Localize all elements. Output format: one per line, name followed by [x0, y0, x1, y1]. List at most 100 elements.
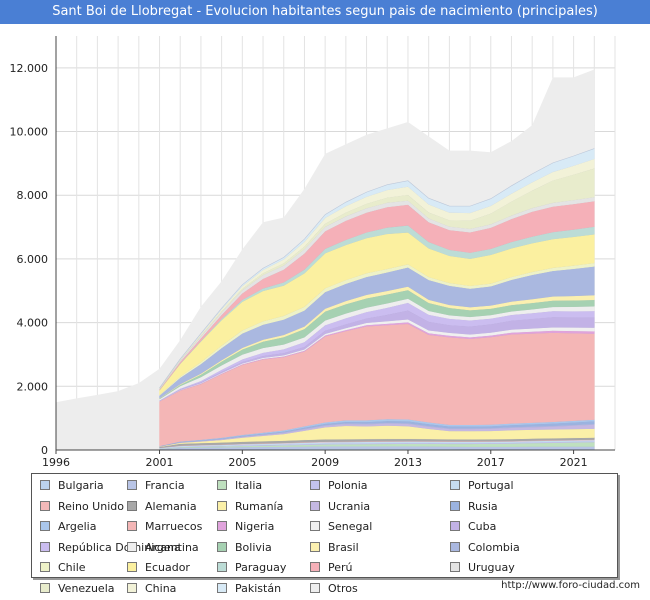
legend-item: República Dominicana — [40, 541, 181, 555]
legend-swatch — [450, 480, 460, 490]
legend-label: República Dominicana — [58, 540, 181, 554]
legend-label: Portugal — [468, 479, 514, 492]
y-tick-label: 8.000 — [17, 189, 49, 202]
legend-item: China — [127, 582, 176, 596]
x-tick-label: 1996 — [42, 456, 70, 469]
legend-swatch — [310, 500, 320, 511]
x-tick-label: 2013 — [394, 456, 422, 469]
x-tick-label: 2017 — [477, 456, 505, 469]
legend-label: Perú — [328, 561, 353, 574]
legend-swatch — [127, 500, 137, 511]
legend-label: Brasil — [328, 540, 359, 554]
legend-item: Reino Unido — [40, 500, 124, 514]
legend-item: Paraguay — [217, 561, 286, 575]
legend-label: Ucrania — [328, 499, 371, 513]
legend-item: Rumanía — [217, 500, 283, 514]
legend-item: Otros — [310, 582, 358, 596]
legend-swatch — [450, 562, 460, 572]
legend-item: Italia — [217, 479, 262, 493]
legend-label: Alemania — [145, 499, 197, 513]
source-url[interactable]: http://www.foro-ciudad.com — [501, 580, 640, 591]
axes: 0 2.000 4.000 6.000 8.000 10.000 12.000 1996 200… — [10, 36, 615, 469]
legend-item: Francia — [127, 479, 185, 493]
legend-label: Argentina — [145, 540, 199, 554]
legend-item: Argelia — [40, 520, 96, 534]
legend-label: Bolivia — [235, 540, 272, 554]
legend-swatch — [310, 562, 320, 572]
legend-label: Argelia — [58, 520, 97, 533]
legend-item: Cuba — [450, 520, 496, 534]
legend-swatch — [40, 500, 50, 511]
legend-label: Polonia — [328, 479, 368, 492]
legend-item: Colombia — [450, 541, 520, 555]
legend-swatch — [310, 480, 320, 490]
legend-swatch — [127, 541, 137, 552]
legend-swatch — [217, 521, 227, 531]
legend-swatch — [40, 521, 50, 531]
legend-label: Ecuador — [145, 561, 190, 574]
legend-item: Ucrania — [310, 500, 370, 514]
legend-item: Senegal — [310, 520, 372, 534]
legend-label: Rumanía — [235, 499, 284, 513]
legend-swatch — [217, 582, 227, 593]
y-tick-label: 10.000 — [10, 126, 49, 139]
legend-label: Colombia — [468, 540, 520, 554]
legend-label: Chile — [58, 561, 86, 574]
legend-label: Marruecos — [145, 520, 203, 533]
legend-item: Polonia — [310, 479, 368, 493]
legend-swatch — [40, 582, 50, 593]
legend-label: Venezuela — [58, 581, 115, 595]
y-tick-label: 2.000 — [17, 380, 49, 393]
legend-label: Bulgaria — [58, 479, 104, 492]
legend-label: Cuba — [468, 520, 497, 533]
legend-label: Uruguay — [468, 561, 515, 574]
legend-label: Nigeria — [235, 520, 275, 533]
legend-item: Ecuador — [127, 561, 190, 575]
legend-swatch — [450, 500, 460, 511]
legend-label: Otros — [328, 581, 358, 595]
legend-label: Senegal — [328, 520, 373, 533]
legend-swatch — [40, 541, 50, 552]
x-tick-label: 2009 — [311, 456, 339, 469]
y-tick-label: 0 — [41, 444, 48, 457]
legend-item: Chile — [40, 561, 86, 575]
legend-item: Marruecos — [127, 520, 202, 534]
legend-label: Paraguay — [235, 561, 287, 574]
legend-label: Rusia — [468, 499, 498, 513]
legend-swatch — [127, 521, 137, 531]
x-tick-label: 2021 — [560, 456, 588, 469]
x-tick-label: 2001 — [146, 456, 174, 469]
legend-swatch — [40, 480, 50, 490]
legend-swatch — [127, 480, 137, 490]
legend-label: Reino Unido — [58, 499, 124, 513]
legend-swatch — [127, 562, 137, 572]
legend-label: China — [145, 581, 177, 595]
legend-item: Bulgaria — [40, 479, 104, 493]
legend-item: Perú — [310, 561, 353, 575]
legend: Bulgaria Francia Italia Polonia Portugal Rein… — [31, 473, 618, 595]
legend-item: Uruguay — [450, 561, 515, 575]
legend-item: Portugal — [450, 479, 514, 493]
legend-swatch — [450, 521, 460, 531]
legend-swatch — [217, 541, 227, 552]
area-series-edge — [159, 148, 595, 389]
series-areas — [56, 69, 595, 451]
y-tick-label: 6.000 — [17, 253, 49, 266]
legend-item: Alemania — [127, 500, 197, 514]
legend-swatch — [310, 521, 320, 531]
legend-item: Rusia — [450, 500, 498, 514]
legend-item: Pakistán — [217, 582, 281, 596]
legend-item: Bolivia — [217, 541, 272, 555]
legend-swatch — [310, 582, 320, 593]
y-tick-label: 4.000 — [17, 317, 49, 330]
stacked-area-chart: 0 2.000 4.000 6.000 8.000 10.000 12.000 1996 200… — [10, 36, 616, 469]
legend-label: Pakistán — [235, 581, 282, 595]
legend-item: Nigeria — [217, 520, 274, 534]
chart-title: Sant Boi de Llobregat - Evolucion habita… — [0, 0, 650, 24]
legend-swatch — [217, 500, 227, 511]
legend-item: Brasil — [310, 541, 359, 555]
y-tick-label: 12.000 — [10, 62, 49, 75]
legend-item: Argentina — [127, 541, 199, 555]
legend-swatch — [217, 562, 227, 572]
legend-swatch — [310, 541, 320, 552]
